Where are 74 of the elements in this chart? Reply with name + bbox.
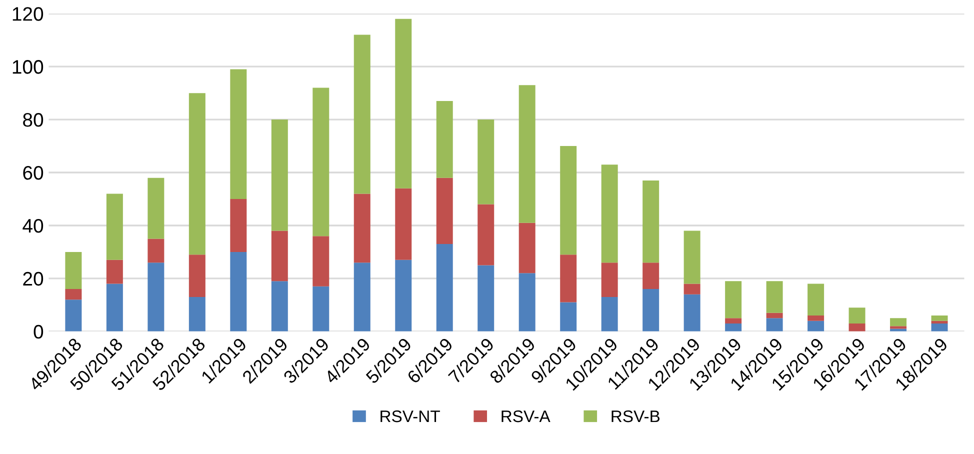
bar (188, 93, 206, 255)
bar (148, 178, 164, 239)
bar (684, 294, 700, 332)
y-tick-label: 0 (34, 324, 44, 339)
bar (684, 284, 700, 294)
bar (271, 281, 288, 332)
bar (518, 222, 536, 274)
bar (395, 260, 412, 332)
bar (848, 323, 866, 332)
legend-label: RSV-NT (380, 410, 440, 422)
bar (808, 284, 824, 316)
bar (725, 281, 742, 318)
bar (684, 230, 700, 284)
y-tick-label: 120 (12, 7, 44, 21)
bar (725, 318, 742, 324)
bar (601, 296, 618, 332)
bar (230, 69, 247, 200)
bar (271, 120, 288, 231)
bar (890, 326, 907, 329)
bar (560, 254, 577, 302)
bar (642, 180, 660, 263)
y-tick-label: 60 (23, 166, 44, 180)
bar (518, 273, 536, 332)
bar (106, 284, 123, 332)
bar (518, 85, 536, 223)
bar (148, 262, 164, 332)
bar (890, 318, 907, 326)
bar (230, 199, 247, 252)
bar (808, 320, 824, 332)
bar (848, 308, 866, 324)
y-tick-label: 20 (23, 272, 44, 286)
bar (766, 312, 783, 318)
bar (312, 236, 330, 286)
bar (395, 188, 412, 260)
bar (478, 265, 494, 332)
bar (642, 289, 660, 332)
bar (560, 146, 577, 255)
bar (271, 230, 288, 282)
legend-label: RSV-B (612, 410, 660, 422)
bar (766, 281, 783, 313)
bar (931, 320, 948, 324)
bar (436, 178, 453, 244)
bar (312, 88, 330, 236)
bar (478, 204, 494, 266)
bar (106, 194, 123, 260)
bar (65, 289, 82, 300)
bar (354, 262, 370, 332)
bar (931, 323, 948, 332)
bar (188, 296, 206, 332)
bar (931, 316, 948, 321)
bar (230, 252, 247, 332)
bar (436, 101, 453, 178)
bar (725, 323, 742, 332)
bar (354, 34, 370, 194)
bar (642, 262, 660, 290)
bar (808, 316, 824, 321)
y-tick-label: 80 (23, 113, 44, 127)
bar (436, 244, 453, 332)
bar (395, 18, 412, 188)
bar (601, 262, 618, 297)
bar (766, 318, 783, 332)
bar (106, 260, 123, 284)
bar (148, 238, 164, 263)
bar (312, 286, 330, 332)
bar (354, 194, 370, 263)
bar (65, 252, 82, 290)
bar (601, 164, 618, 263)
bar (188, 254, 206, 297)
legend-label: RSV-A (502, 410, 550, 422)
y-tick-label: 100 (12, 60, 44, 74)
bar (560, 302, 577, 332)
bar (478, 120, 494, 204)
bar (65, 300, 82, 332)
y-tick-label: 40 (22, 218, 44, 233)
